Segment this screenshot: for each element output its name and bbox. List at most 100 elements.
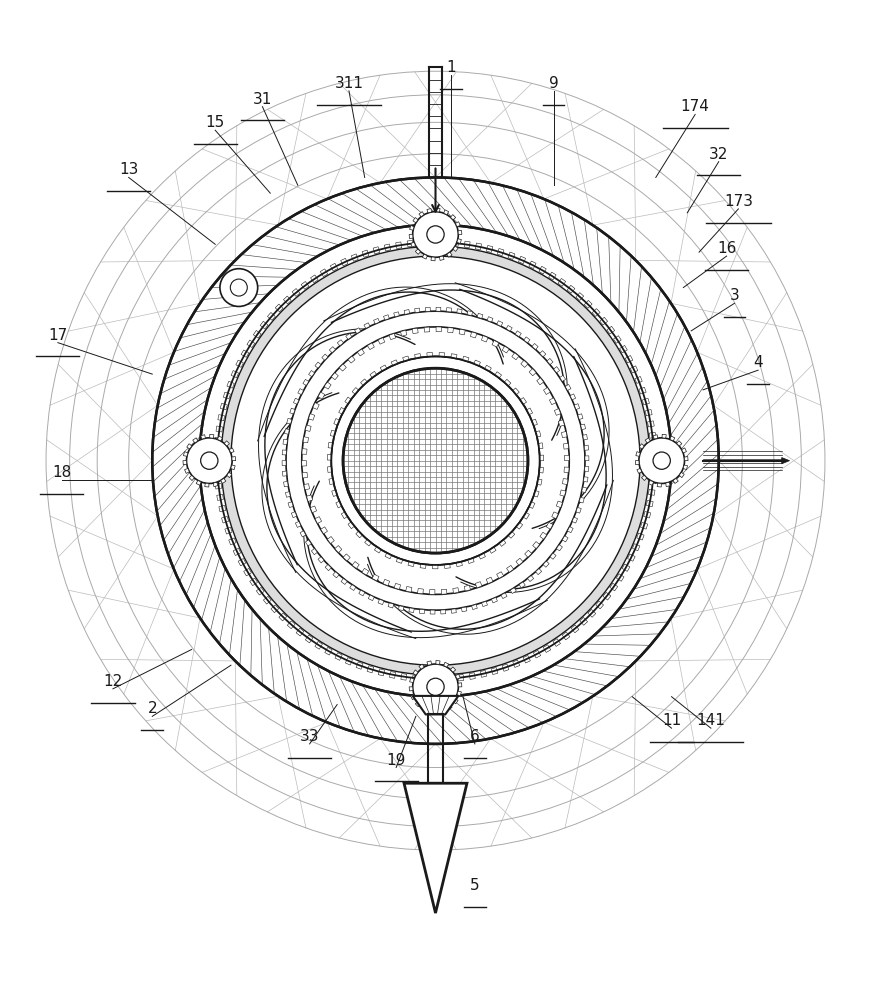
Polygon shape	[534, 491, 539, 497]
Polygon shape	[648, 489, 655, 495]
Polygon shape	[327, 454, 332, 460]
Polygon shape	[637, 468, 642, 473]
Polygon shape	[313, 403, 320, 409]
Polygon shape	[361, 568, 368, 575]
Polygon shape	[584, 300, 592, 308]
Polygon shape	[585, 456, 589, 461]
Polygon shape	[283, 439, 287, 445]
Polygon shape	[420, 609, 424, 614]
Polygon shape	[350, 585, 356, 590]
Polygon shape	[584, 477, 588, 482]
Polygon shape	[238, 559, 246, 566]
Polygon shape	[431, 709, 436, 713]
Polygon shape	[564, 443, 569, 449]
Polygon shape	[447, 676, 452, 682]
Polygon shape	[644, 512, 651, 518]
Polygon shape	[419, 239, 424, 246]
Polygon shape	[468, 558, 474, 564]
Polygon shape	[436, 661, 440, 664]
Polygon shape	[325, 565, 331, 571]
Polygon shape	[271, 605, 279, 613]
Polygon shape	[318, 557, 324, 563]
Polygon shape	[388, 603, 394, 608]
Polygon shape	[304, 484, 309, 490]
Polygon shape	[562, 431, 567, 438]
Polygon shape	[520, 398, 526, 404]
Text: 19: 19	[387, 753, 406, 768]
Polygon shape	[529, 261, 536, 269]
Polygon shape	[389, 672, 395, 678]
Polygon shape	[244, 568, 252, 576]
Polygon shape	[263, 596, 271, 604]
Polygon shape	[642, 398, 650, 405]
Polygon shape	[348, 356, 355, 363]
Polygon shape	[430, 239, 436, 245]
Polygon shape	[447, 705, 452, 710]
Polygon shape	[647, 421, 654, 427]
Text: 13: 13	[119, 162, 138, 177]
Polygon shape	[219, 505, 226, 512]
Polygon shape	[529, 502, 535, 508]
Polygon shape	[532, 419, 537, 426]
Polygon shape	[247, 340, 254, 348]
Polygon shape	[453, 699, 458, 704]
Polygon shape	[221, 516, 229, 523]
Polygon shape	[325, 647, 332, 655]
Polygon shape	[574, 404, 580, 410]
Polygon shape	[653, 435, 658, 439]
Polygon shape	[532, 343, 538, 350]
Polygon shape	[292, 289, 300, 296]
Polygon shape	[551, 512, 558, 519]
Polygon shape	[210, 434, 214, 438]
Polygon shape	[470, 332, 476, 338]
Polygon shape	[327, 467, 332, 472]
Polygon shape	[451, 354, 457, 358]
Text: 173: 173	[724, 194, 753, 209]
Polygon shape	[650, 478, 656, 484]
Polygon shape	[550, 553, 556, 559]
Polygon shape	[440, 256, 444, 260]
Polygon shape	[300, 531, 306, 537]
Polygon shape	[547, 358, 553, 365]
Polygon shape	[404, 783, 467, 913]
Circle shape	[343, 368, 528, 553]
Polygon shape	[499, 540, 506, 546]
Polygon shape	[415, 249, 421, 254]
Polygon shape	[315, 641, 322, 649]
Polygon shape	[456, 222, 460, 227]
Polygon shape	[496, 321, 503, 326]
Polygon shape	[351, 254, 358, 261]
Polygon shape	[361, 379, 368, 385]
Polygon shape	[625, 355, 633, 363]
Polygon shape	[632, 544, 640, 551]
Polygon shape	[301, 461, 307, 466]
Polygon shape	[665, 482, 671, 487]
Polygon shape	[412, 675, 418, 681]
Polygon shape	[301, 281, 309, 289]
Polygon shape	[335, 653, 342, 660]
Polygon shape	[476, 243, 482, 250]
Polygon shape	[419, 212, 424, 217]
Polygon shape	[290, 408, 295, 414]
Text: 32: 32	[709, 147, 728, 162]
Polygon shape	[307, 495, 313, 501]
Polygon shape	[425, 307, 430, 312]
Polygon shape	[383, 315, 389, 320]
Polygon shape	[679, 472, 685, 478]
Polygon shape	[185, 468, 189, 473]
Polygon shape	[352, 562, 359, 569]
Polygon shape	[436, 307, 441, 311]
Polygon shape	[213, 482, 218, 487]
Polygon shape	[458, 674, 464, 681]
Polygon shape	[223, 392, 231, 399]
Circle shape	[413, 212, 458, 257]
Polygon shape	[584, 445, 589, 450]
Polygon shape	[402, 356, 409, 361]
Polygon shape	[540, 455, 544, 461]
Polygon shape	[341, 512, 348, 519]
Polygon shape	[457, 239, 462, 243]
Polygon shape	[294, 398, 299, 404]
Polygon shape	[329, 478, 334, 485]
Polygon shape	[576, 507, 581, 513]
Polygon shape	[384, 244, 391, 251]
